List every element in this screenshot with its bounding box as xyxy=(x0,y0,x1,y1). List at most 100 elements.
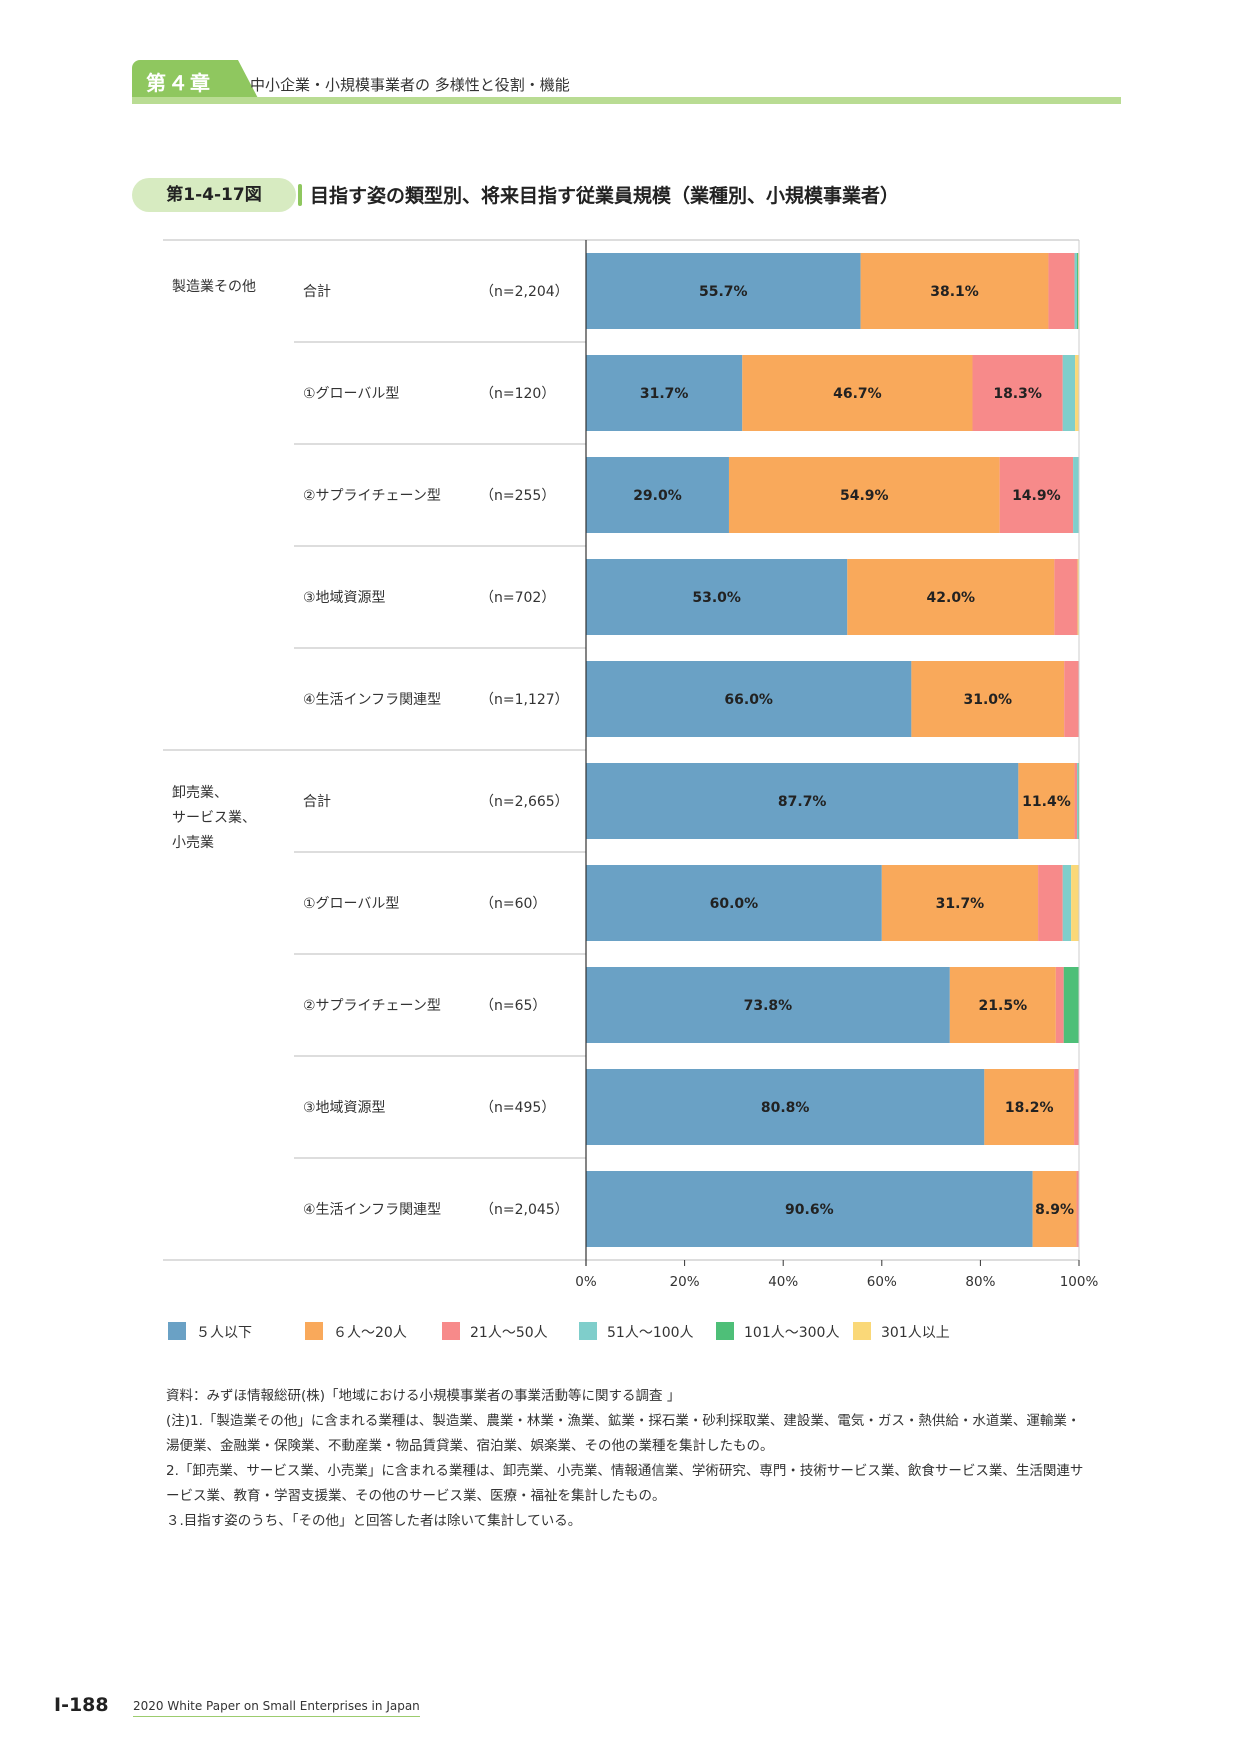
bar-segment xyxy=(742,355,973,431)
row-n-label: （n=702） xyxy=(480,590,555,606)
row-n-label: （n=495） xyxy=(480,1100,555,1116)
bar-value-label: 90.6% xyxy=(785,1202,834,1218)
bar-segment xyxy=(1062,865,1072,941)
x-tick-label: 0% xyxy=(575,1274,597,1290)
bar-segment xyxy=(1032,1171,1077,1247)
bar-value-label: 42.0% xyxy=(927,590,976,606)
row-n-label: （n=65） xyxy=(480,998,546,1014)
bar-segment xyxy=(999,457,1074,533)
bar-segment xyxy=(972,355,1063,431)
bar-segment xyxy=(586,967,950,1043)
stacked-bar-chart: 製造業その他 合計 （n=2,204） 55.7% 38.1%①グローバル型 （n=120… xyxy=(163,239,1098,1290)
bar-segment xyxy=(1048,253,1075,329)
bar-segment xyxy=(1074,763,1078,839)
bar-segment xyxy=(1073,457,1079,533)
row-label: 合計 xyxy=(303,284,331,300)
bar-value-label: 14.9% xyxy=(1012,488,1061,504)
bar-segment xyxy=(1074,1069,1079,1145)
bar-segment xyxy=(586,865,882,941)
legend-label: 101人～300人 xyxy=(744,1325,840,1341)
bar-value-label: 18.2% xyxy=(1005,1100,1054,1116)
note-2: 2.「卸売業、サービス業、小売業」に含まれる業種は、卸売業、小売業、情報通信業、… xyxy=(166,1463,1084,1504)
bar-segment xyxy=(1064,661,1079,737)
bar-value-label: 29.0% xyxy=(633,488,682,504)
chapter-title: 中小企業・小規模事業者の 多様性と役割・機能 xyxy=(250,76,570,94)
row-label: ②サプライチェーン型 xyxy=(303,998,441,1014)
row-n-label: （n=60） xyxy=(480,896,546,912)
bar-segment xyxy=(1062,355,1076,431)
bar-segment xyxy=(1077,559,1079,635)
bar-segment xyxy=(586,253,861,329)
group-label: 小売業 xyxy=(172,835,214,851)
figure-number-badge: 第1-4-17図 xyxy=(132,178,302,212)
legend-swatch xyxy=(716,1322,734,1340)
x-tick-label: 60% xyxy=(867,1274,897,1290)
row-n-label: （n=120） xyxy=(480,386,555,402)
x-tick-label: 20% xyxy=(670,1274,700,1290)
notes: 資料：みずほ情報総研(株)「地域における小規模事業者の事業活動等に関する調査 」… xyxy=(166,1384,1086,1534)
row-label: ①グローバル型 xyxy=(303,896,399,912)
legend-swatch xyxy=(168,1322,186,1340)
bar-value-label: 73.8% xyxy=(744,998,793,1014)
bar-segment xyxy=(586,457,729,533)
page-number: Ⅰ-188 xyxy=(54,1694,109,1716)
figure-title: 目指す姿の類型別、将来目指す従業員規模（業種別、小規模事業者） xyxy=(310,185,900,207)
bar-value-label: 31.7% xyxy=(640,386,689,402)
bar-value-label: 60.0% xyxy=(710,896,759,912)
bar-segment xyxy=(1076,1171,1079,1247)
bar-segment xyxy=(586,355,743,431)
bar-value-label: 55.7% xyxy=(699,284,748,300)
bar-segment xyxy=(1038,865,1063,941)
chapter-rule xyxy=(132,97,1121,104)
bar-value-label: 80.8% xyxy=(761,1100,810,1116)
bar-segment xyxy=(1075,355,1079,431)
row-label: ③地域資源型 xyxy=(303,1100,386,1116)
bar-segment xyxy=(586,763,1019,839)
group-label: 卸売業、 xyxy=(172,785,228,801)
bar-value-label: 11.4% xyxy=(1022,794,1071,810)
bar-segment xyxy=(1018,763,1075,839)
bar-segment xyxy=(1077,253,1079,329)
legend-swatch xyxy=(579,1322,597,1340)
bar-segment xyxy=(984,1069,1075,1145)
row-n-label: （n=1,127） xyxy=(480,692,569,708)
bar-segment xyxy=(586,559,848,635)
bar-value-label: 31.0% xyxy=(964,692,1013,708)
bar-value-label: 21.5% xyxy=(979,998,1028,1014)
group-label: サービス業、 xyxy=(172,810,256,826)
legend-label: 51人～100人 xyxy=(607,1325,694,1341)
note-3: ３.目指す姿のうち、「その他」と回答した者は除いて集計している。 xyxy=(166,1513,582,1529)
bar-value-label: 46.7% xyxy=(833,386,882,402)
row-label: ③地域資源型 xyxy=(303,590,386,606)
note-source: 資料：みずほ情報総研(株)「地域における小規模事業者の事業活動等に関する調査 」 xyxy=(166,1388,681,1404)
group-label: 製造業その他 xyxy=(172,279,256,295)
bar-segment xyxy=(847,559,1055,635)
bar-segment xyxy=(1055,967,1064,1043)
legend-swatch xyxy=(853,1322,871,1340)
bar-segment xyxy=(949,967,1056,1043)
legend: ５人以下 ６人～20人 21人～50人 51人～100人 101人～300人 301人以上 xyxy=(168,1320,1068,1342)
legend-swatch xyxy=(305,1322,323,1340)
bar-segment xyxy=(1063,967,1079,1043)
book-title: 2020 White Paper on Small Enterprises in… xyxy=(133,1699,420,1717)
row-label: 合計 xyxy=(303,794,331,810)
bar-segment xyxy=(728,457,1000,533)
bar-segment xyxy=(1077,763,1079,839)
row-label: ①グローバル型 xyxy=(303,386,399,402)
bar-segment xyxy=(860,253,1049,329)
bar-segment xyxy=(1074,253,1078,329)
row-n-label: （n=2,204） xyxy=(480,284,569,300)
bar-segment xyxy=(586,661,912,737)
bar-value-label: 87.7% xyxy=(778,794,827,810)
bar-segment xyxy=(1054,559,1078,635)
legend-swatch xyxy=(442,1322,460,1340)
bar-value-label: 31.7% xyxy=(936,896,985,912)
x-tick-label: 40% xyxy=(768,1274,798,1290)
bar-segment xyxy=(586,1171,1033,1247)
bar-value-label: 54.9% xyxy=(840,488,889,504)
bar-segment xyxy=(911,661,1065,737)
bar-value-label: 18.3% xyxy=(993,386,1042,402)
row-label: ④生活インフラ関連型 xyxy=(303,1202,441,1218)
bar-segment xyxy=(881,865,1039,941)
note-1: (注)1.「製造業その他」に含まれる業種は、製造業、農業・林業・漁業、鉱業・採石… xyxy=(166,1413,1081,1454)
